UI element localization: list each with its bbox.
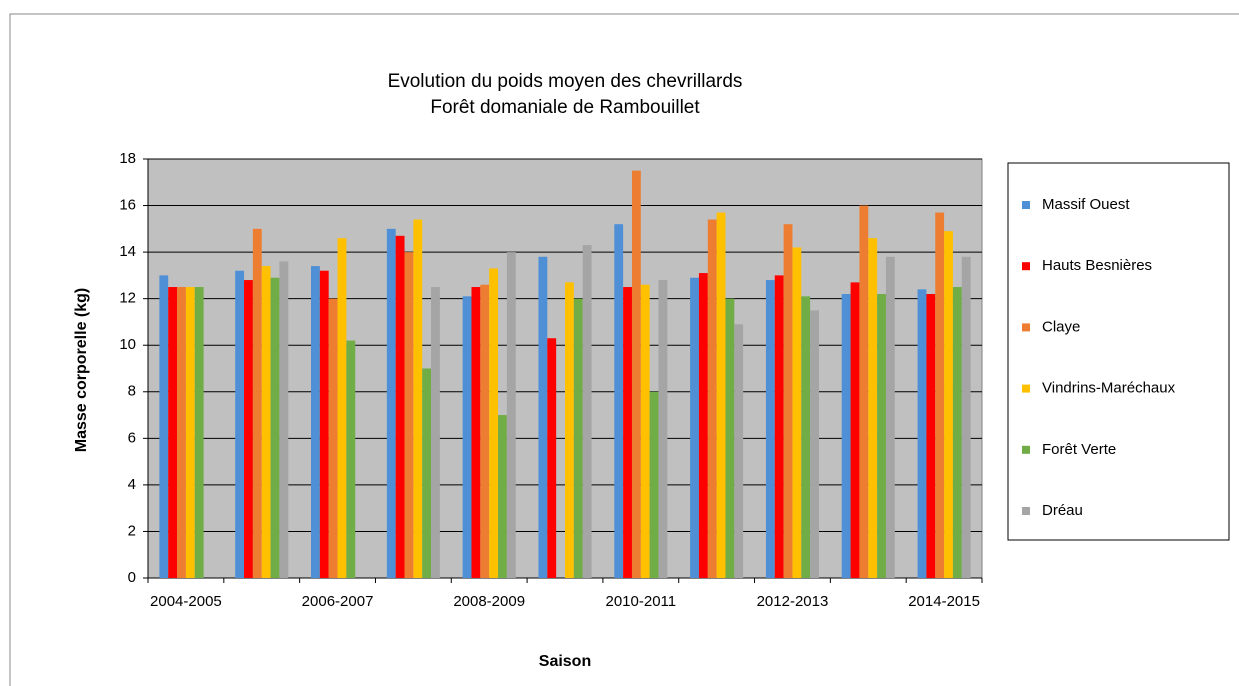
- y-tick-label: 14: [119, 243, 136, 260]
- x-axis-title: Saison: [539, 653, 591, 670]
- bar: [734, 324, 744, 578]
- bar: [422, 368, 432, 578]
- bar: [716, 212, 726, 579]
- bar: [261, 266, 271, 578]
- x-tick-label: 2012-2013: [757, 593, 829, 610]
- bar: [506, 252, 516, 578]
- legend-swatch: [1022, 201, 1030, 209]
- bar: [404, 252, 414, 578]
- y-tick-label: 6: [128, 429, 136, 446]
- y-tick-label: 16: [119, 197, 136, 214]
- bar: [801, 296, 811, 578]
- bar: [774, 275, 784, 578]
- bar: [547, 338, 557, 578]
- bar: [841, 294, 851, 578]
- y-tick-label: 0: [128, 569, 136, 586]
- chart-subtitle: Forêt domaniale de Rambouillet: [430, 97, 700, 118]
- y-tick-label: 2: [128, 522, 136, 539]
- legend-box: [1007, 162, 1230, 541]
- bar: [698, 273, 708, 578]
- bar: [961, 256, 971, 578]
- bar: [917, 289, 927, 578]
- bar: [311, 266, 320, 578]
- bar: [386, 228, 396, 579]
- bar: [885, 256, 895, 578]
- bar: [868, 238, 878, 578]
- bar: [319, 270, 329, 578]
- bar: [159, 275, 169, 578]
- y-axis-title: Masse corporelle (kg): [73, 288, 90, 453]
- x-tick-label: 2004-2005: [150, 593, 222, 610]
- bar: [346, 340, 356, 578]
- legend-swatch: [1022, 262, 1030, 271]
- bar: [792, 247, 802, 578]
- bar: [623, 287, 632, 578]
- y-tick-label: 10: [119, 336, 136, 353]
- legend-label: Claye: [1042, 318, 1080, 335]
- legend-label: Massif Ouest: [1042, 196, 1130, 213]
- bar: [279, 261, 289, 578]
- bar: [573, 298, 583, 578]
- legend-label: Dréau: [1042, 502, 1083, 519]
- bar: [177, 287, 186, 578]
- bar: [877, 294, 886, 578]
- bar: [168, 287, 178, 578]
- bar: [337, 238, 347, 578]
- x-tick-label: 2006-2007: [302, 593, 374, 610]
- bar: [252, 228, 262, 579]
- bar: [489, 268, 499, 578]
- bar: [270, 277, 280, 578]
- legend-swatch: [1022, 384, 1030, 393]
- bar: [462, 296, 472, 578]
- bar: [690, 277, 699, 578]
- legend-label: Hauts Besnières: [1042, 257, 1152, 274]
- bar: [935, 212, 945, 579]
- bar: [725, 298, 735, 578]
- bar: [244, 280, 253, 578]
- bar: [810, 310, 819, 578]
- bar: [328, 298, 338, 578]
- legend-label: Vindrins-Maréchaux: [1042, 380, 1176, 397]
- bar: [614, 224, 624, 578]
- bar: [765, 280, 775, 578]
- legend-swatch: [1022, 323, 1030, 332]
- bar: [185, 287, 195, 578]
- bar: [471, 287, 481, 578]
- bar: [707, 219, 717, 578]
- bar: [582, 245, 592, 578]
- legend-label: Forêt Verte: [1042, 441, 1116, 458]
- bar: [658, 280, 668, 578]
- y-tick-label: 4: [128, 476, 136, 493]
- y-tick-label: 18: [119, 150, 136, 167]
- bar: [850, 282, 860, 578]
- y-tick-label: 8: [128, 383, 136, 400]
- bar: [783, 224, 793, 578]
- x-tick-label: 2014-2015: [908, 593, 980, 610]
- bar: [498, 415, 507, 578]
- bar: [413, 219, 423, 578]
- y-tick-label: 12: [119, 290, 136, 307]
- bar: [944, 231, 953, 578]
- bar: [952, 287, 962, 578]
- bar: [480, 284, 490, 578]
- x-tick-label: 2008-2009: [453, 593, 525, 610]
- bar: [194, 287, 204, 578]
- bar: [395, 235, 405, 579]
- chart-title: Evolution du poids moyen des chevrillard…: [388, 71, 743, 92]
- legend-swatch: [1022, 445, 1030, 454]
- bar: [649, 391, 659, 578]
- bar: [926, 294, 936, 578]
- bar: [631, 170, 641, 578]
- bar: [235, 270, 245, 578]
- bar: [538, 256, 548, 578]
- x-tick-label: 2010-2011: [606, 593, 677, 610]
- bar: [565, 282, 574, 578]
- bar: [640, 284, 650, 578]
- legend-swatch: [1022, 507, 1030, 515]
- bar: [431, 287, 440, 578]
- bar: [859, 205, 869, 579]
